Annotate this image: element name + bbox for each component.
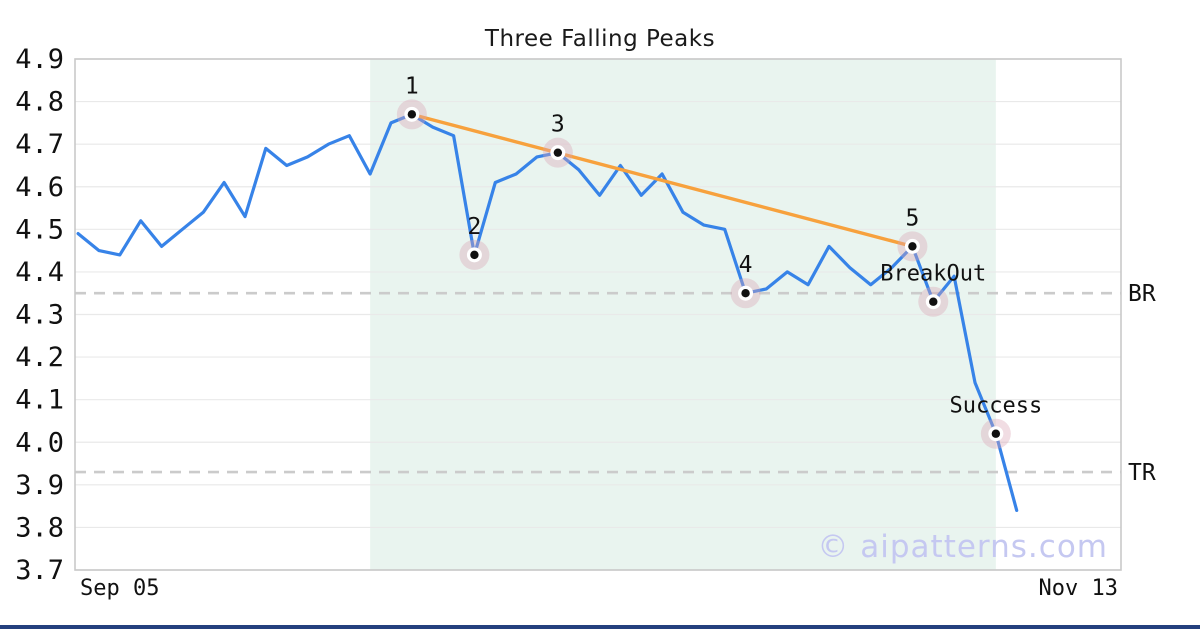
marker-dot (908, 242, 917, 251)
plot-border (74, 58, 1122, 571)
point-label-BreakOut: BreakOut (880, 262, 986, 287)
chart-canvas: BR TR 1 2 3 4 5 BreakOut Success 4.9 4.8 4.7 4.6 4.5 4… (15, 44, 1156, 586)
marker-dot (470, 250, 479, 260)
y-tick-label: 4.7 (15, 129, 64, 160)
y-tick-label: 4.5 (15, 214, 64, 245)
trend-line (410, 112, 915, 249)
x-axis-label-start: Sep 05 (80, 576, 160, 601)
point-label-4: 4 (739, 252, 753, 278)
price-line (76, 112, 1019, 512)
point-label-2: 2 (467, 214, 481, 240)
y-tick-label: 4.0 (15, 427, 64, 458)
y-tick-label: 4.3 (15, 300, 64, 331)
point-label-3: 3 (551, 112, 565, 138)
y-tick-label: 3.7 (15, 555, 64, 586)
level-label-TR: TR (1128, 460, 1156, 486)
y-tick-label: 3.9 (15, 470, 64, 501)
marker-dot (741, 289, 750, 298)
point-label-1: 1 (405, 73, 419, 99)
x-axis-label-end: Nov 13 (1038, 576, 1118, 601)
y-tick-label: 4.2 (15, 342, 64, 373)
y-tick-label: 4.8 (15, 87, 64, 118)
y-tick-label: 3.8 (15, 512, 64, 543)
y-tick-label: 4.4 (15, 257, 64, 288)
marker-dot (553, 148, 563, 157)
marker-dot (407, 110, 417, 119)
y-tick-label: 4.9 (15, 44, 64, 75)
marker-dot (929, 297, 938, 306)
chart-title: Three Falling Peaks (484, 26, 716, 52)
point-label-5: 5 (905, 205, 919, 231)
marker-dot (991, 429, 1001, 438)
level-label-BR: BR (1128, 281, 1156, 307)
y-tick-label: 4.1 (15, 385, 64, 416)
accent-bar (0, 625, 1200, 629)
watermark: © aipatterns.com (817, 529, 1108, 565)
y-tick-label: 4.6 (15, 172, 64, 203)
point-label-Success: Success (949, 394, 1042, 419)
